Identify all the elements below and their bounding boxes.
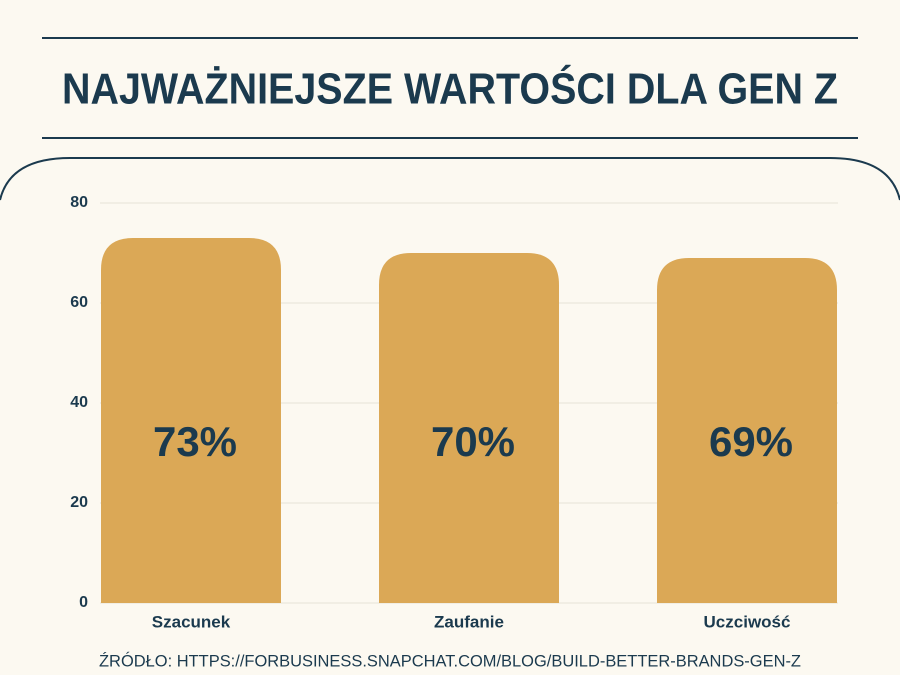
source: ŹRÓDŁO: HTTPS://FORBUSINESS.SNAPCHAT.COM… [99, 651, 801, 670]
bar [379, 253, 559, 603]
bar [657, 258, 837, 603]
frame [0, 157, 900, 201]
y-tick-label: 20 [70, 494, 88, 511]
x-tick-label: Zaufanie [434, 612, 504, 631]
value-label: 73% [153, 418, 237, 465]
value-label: 70% [431, 418, 515, 465]
y-tick-label: 0 [79, 594, 88, 611]
y-tick-label: 40 [70, 394, 88, 411]
y-tick-label: 80 [70, 194, 88, 211]
x-tick-label: Szacunek [152, 612, 231, 631]
y-tick-label: 60 [70, 294, 88, 311]
value-label: 69% [709, 418, 793, 465]
chart-title: NAJWAŻNIEJSZE WARTOŚCI DLA GEN Z [62, 64, 838, 114]
bar [101, 238, 281, 603]
x-tick-label: Uczciwość [704, 612, 791, 631]
